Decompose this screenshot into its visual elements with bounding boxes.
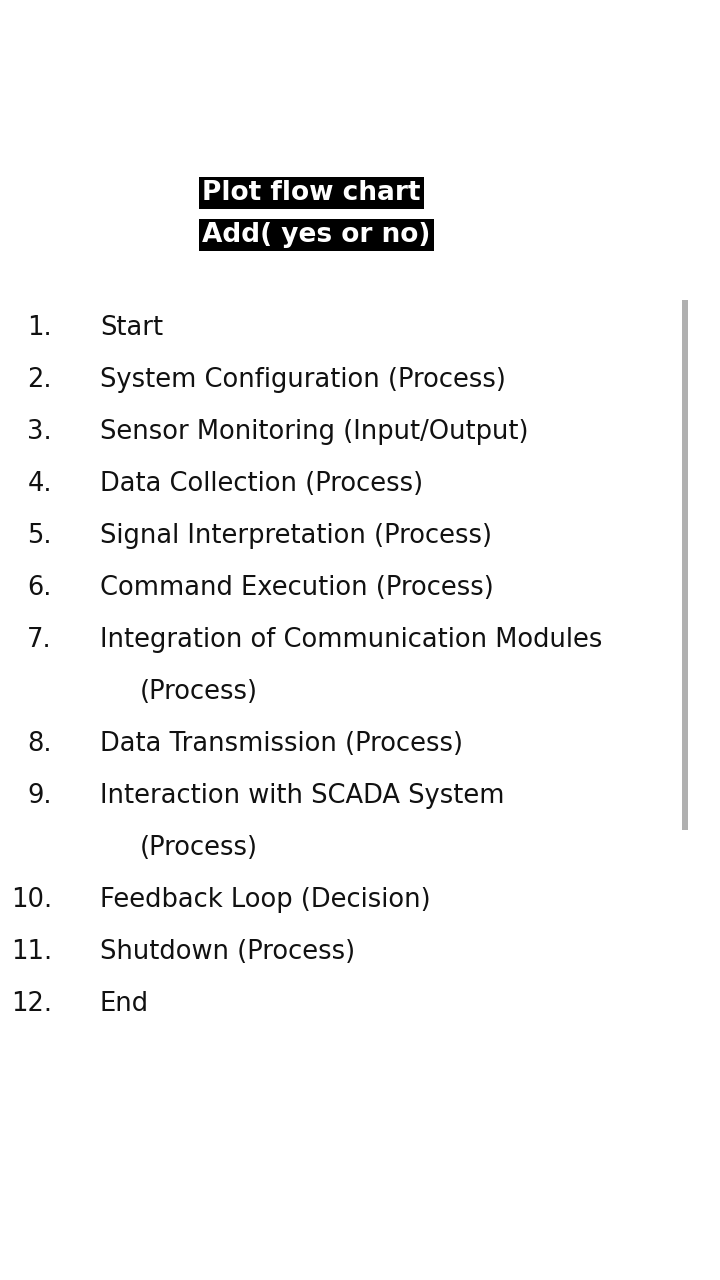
Text: 2.: 2. [27, 367, 52, 393]
Text: 12.: 12. [11, 991, 52, 1018]
Text: Shutdown (Process): Shutdown (Process) [100, 940, 355, 965]
Text: Feedback Loop (Decision): Feedback Loop (Decision) [100, 887, 431, 913]
Bar [682, 300, 688, 829]
Text: 5.: 5. [27, 524, 52, 549]
Text: Signal Interpretation (Process): Signal Interpretation (Process) [100, 524, 492, 549]
Text: Plot flow chart: Plot flow chart [202, 180, 420, 206]
Text: 11.: 11. [11, 940, 52, 965]
Text: Data Transmission (Process): Data Transmission (Process) [100, 731, 463, 756]
Text: 8.: 8. [27, 731, 52, 756]
Text: 7.: 7. [27, 627, 52, 653]
Text: Add( yes or no): Add( yes or no) [202, 221, 431, 248]
Text: End: End [100, 991, 149, 1018]
Text: (Process): (Process) [140, 835, 258, 861]
Text: 10.: 10. [11, 887, 52, 913]
Text: Integration of Communication Modules: Integration of Communication Modules [100, 627, 603, 653]
Text: 3.: 3. [27, 419, 52, 445]
Text: Command Execution (Process): Command Execution (Process) [100, 575, 494, 602]
Text: Interaction with SCADA System: Interaction with SCADA System [100, 783, 505, 809]
Text: (Process): (Process) [140, 678, 258, 705]
Text: 4.: 4. [27, 471, 52, 497]
Text: Sensor Monitoring (Input/Output): Sensor Monitoring (Input/Output) [100, 419, 528, 445]
Text: 1.: 1. [27, 315, 52, 340]
Text: Start: Start [100, 315, 163, 340]
Text: 6.: 6. [27, 575, 52, 602]
Text: Data Collection (Process): Data Collection (Process) [100, 471, 423, 497]
Text: System Configuration (Process): System Configuration (Process) [100, 367, 506, 393]
Text: 9.: 9. [27, 783, 52, 809]
